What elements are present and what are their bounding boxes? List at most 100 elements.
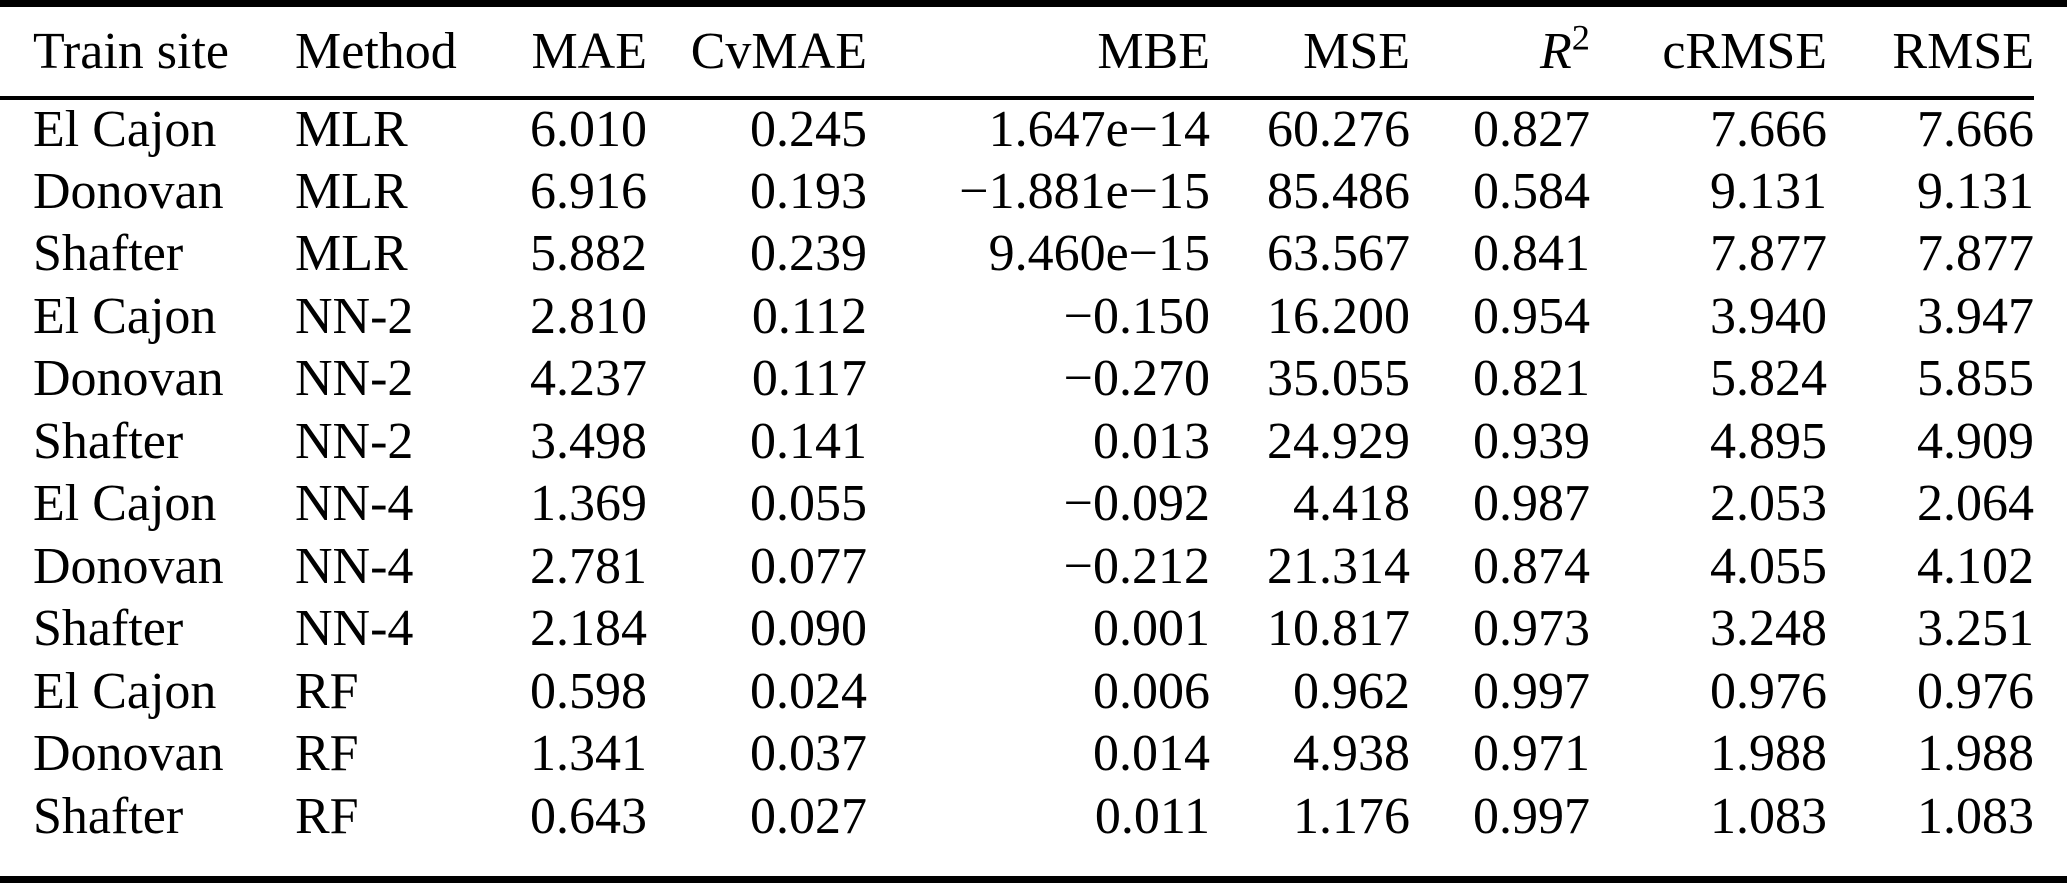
table-cell: 16.200 <box>1267 287 1410 345</box>
table-row: Shafter NN-4 2.184 0.090 0.001 10.817 0.973 3.2… <box>0 598 2034 661</box>
table-cell: 0.939 <box>1473 412 1590 470</box>
table-cell: 0.117 <box>751 350 867 408</box>
table-cell: 1.988 <box>1917 725 2034 783</box>
table-body: El Cajon MLR 6.010 0.245 1.647e−14 60.276 0.82… <box>0 98 2034 848</box>
col-header-crmse: cRMSE <box>1662 22 1827 80</box>
table-cell: 0.954 <box>1473 287 1590 345</box>
col-header-mse: MSE <box>1303 22 1410 80</box>
table-cell: Donovan <box>33 725 224 783</box>
table-cell: 0.598 <box>530 662 647 720</box>
table-row: Shafter RF 0.643 0.027 0.011 1.176 0.997 1.083 1… <box>0 786 2034 849</box>
table-cell: NN-2 <box>295 412 414 470</box>
table-cell: 0.245 <box>750 101 867 159</box>
table-cell: 9.131 <box>1917 162 2034 220</box>
table-cell: El Cajon <box>33 662 217 720</box>
table-cell: RF <box>295 662 359 720</box>
table-cell: 1.083 <box>1917 787 2034 845</box>
table-cell: El Cajon <box>33 287 217 345</box>
table-cell: 0.973 <box>1473 600 1590 658</box>
table-cell: 0.841 <box>1473 225 1590 283</box>
table-cell: 0.874 <box>1473 537 1590 595</box>
table-cell: 0.976 <box>1710 662 1827 720</box>
table-cell: El Cajon <box>33 101 217 159</box>
table-cell: Donovan <box>33 162 224 220</box>
table-cell: 4.909 <box>1917 412 2034 470</box>
col-header-mae: MAE <box>531 22 647 80</box>
metrics-table: Train site Method MAE CvMAE MBE MSE R2 c… <box>0 7 2034 848</box>
table-row: Donovan NN-4 2.781 0.077 −0.212 21.314 0.874 4.… <box>0 536 2034 599</box>
table-cell: 1.176 <box>1293 787 1410 845</box>
table-cell: RF <box>295 725 359 783</box>
table-cell: 0.821 <box>1473 350 1590 408</box>
table-cell: MLR <box>295 162 408 220</box>
table-cell: NN-4 <box>295 537 414 595</box>
table-cell: 2.781 <box>530 537 647 595</box>
table-cell: 0.827 <box>1473 101 1590 159</box>
col-header-cvmae: CvMAE <box>690 22 867 80</box>
table-cell: −0.270 <box>1063 350 1210 408</box>
table-cell: 0.055 <box>750 475 867 533</box>
table-cell: 5.882 <box>530 225 647 283</box>
table-cell: 7.877 <box>1917 225 2034 283</box>
table-row: El Cajon MLR 6.010 0.245 1.647e−14 60.276 0.82… <box>0 98 2034 161</box>
table-cell: 2.184 <box>530 600 647 658</box>
table-cell: NN-4 <box>295 600 414 658</box>
table-cell: 4.237 <box>530 350 647 408</box>
table-cell: 0.643 <box>530 787 647 845</box>
table-header: Train site Method MAE CvMAE MBE MSE R2 c… <box>0 7 2034 98</box>
table-cell: 85.486 <box>1267 162 1410 220</box>
table-cell: 0.001 <box>1093 600 1210 658</box>
table-cell: 2.064 <box>1917 475 2034 533</box>
table-cell: Shafter <box>33 787 184 845</box>
table-cell: 2.053 <box>1710 475 1827 533</box>
table-cell: 7.666 <box>1917 101 2034 159</box>
col-header-mbe: MBE <box>1097 22 1210 80</box>
table-cell: 4.938 <box>1293 725 1410 783</box>
table-cell: 0.971 <box>1473 725 1590 783</box>
table-cell: 3.248 <box>1710 600 1827 658</box>
table-cell: Shafter <box>33 412 184 470</box>
col-header-method: Method <box>295 22 457 80</box>
table-cell: 4.055 <box>1710 537 1827 595</box>
table-cell: Shafter <box>33 600 184 658</box>
table-cell: 9.131 <box>1710 162 1827 220</box>
table-cell: 1.083 <box>1710 787 1827 845</box>
table-cell: El Cajon <box>33 475 217 533</box>
table-cell: 7.877 <box>1710 225 1827 283</box>
table-cell: 24.929 <box>1267 412 1410 470</box>
table-cell: 0.193 <box>750 162 867 220</box>
table-cell: 5.824 <box>1710 350 1827 408</box>
table-cell: −0.092 <box>1063 475 1210 533</box>
table-cell: 3.251 <box>1917 600 2034 658</box>
table-row: El Cajon NN-4 1.369 0.055 −0.092 4.418 0.987 2.… <box>0 473 2034 536</box>
col-header-rmse: RMSE <box>1892 22 2034 80</box>
table-cell: 0.037 <box>750 725 867 783</box>
table-row: Shafter NN-2 3.498 0.141 0.013 24.929 0.939 4.8… <box>0 411 2034 474</box>
r-squared-base: R <box>1540 22 1572 80</box>
table-cell: MLR <box>295 225 408 283</box>
table-cell: 0.112 <box>751 287 867 345</box>
table-cell: 10.817 <box>1267 600 1410 658</box>
table-cell: MLR <box>295 101 408 159</box>
table-cell: 0.976 <box>1917 662 2034 720</box>
col-header-r-squared: R2 <box>1410 7 1590 98</box>
table-cell: −0.150 <box>1063 287 1210 345</box>
table-cell: −0.212 <box>1063 537 1210 595</box>
table-cell: 0.962 <box>1293 662 1410 720</box>
table-cell: 5.855 <box>1917 350 2034 408</box>
table-cell: 0.141 <box>750 412 867 470</box>
table-row: Shafter MLR 5.882 0.239 9.460e−15 63.567 0.841… <box>0 223 2034 286</box>
table-cell: 1.988 <box>1710 725 1827 783</box>
table-cell: 7.666 <box>1710 101 1827 159</box>
table-row: El Cajon NN-2 2.810 0.112 −0.150 16.200 0.954 3… <box>0 286 2034 349</box>
table-cell: 0.239 <box>750 225 867 283</box>
table-cell: 0.090 <box>750 600 867 658</box>
table-cell: 0.997 <box>1473 787 1590 845</box>
table-cell: 0.027 <box>750 787 867 845</box>
table-cell: 0.024 <box>750 662 867 720</box>
table-cell: 4.102 <box>1917 537 2034 595</box>
table-cell: 4.895 <box>1710 412 1827 470</box>
table-cell: 60.276 <box>1267 101 1410 159</box>
table-cell: 0.006 <box>1093 662 1210 720</box>
